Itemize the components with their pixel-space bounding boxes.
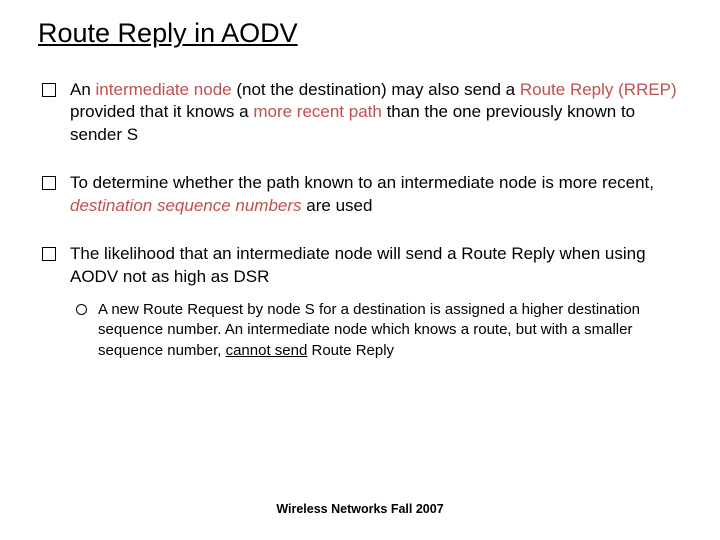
sub-bullet-1: A new Route Request by node S for a dest… — [76, 300, 688, 361]
bullet-3: The likelihood that an intermediate node… — [42, 243, 688, 361]
bullet-list: An intermediate node (not the destinatio… — [32, 79, 688, 361]
text-red-italic: destination sequence numbers — [70, 196, 302, 215]
text: An — [70, 80, 96, 99]
text-red: more recent path — [253, 102, 382, 121]
text: The likelihood that an intermediate node… — [70, 244, 646, 285]
text: are used — [302, 196, 373, 215]
bullet-1: An intermediate node (not the destinatio… — [42, 79, 688, 146]
text-underline: cannot send — [226, 342, 308, 359]
text: To determine whether the path known to a… — [70, 173, 654, 192]
sub-list: A new Route Request by node S for a dest… — [70, 300, 688, 361]
bullet-2: To determine whether the path known to a… — [42, 172, 688, 217]
text: (not the destination) may also send a — [232, 80, 520, 99]
text: provided that it knows a — [70, 102, 253, 121]
text: Route Reply — [307, 342, 394, 359]
text-red: intermediate node — [96, 80, 232, 99]
text-red: Route Reply (RREP) — [520, 80, 677, 99]
footer-text: Wireless Networks Fall 2007 — [0, 502, 720, 516]
slide-title: Route Reply in AODV — [38, 18, 688, 49]
slide: Route Reply in AODV An intermediate node… — [0, 0, 720, 540]
